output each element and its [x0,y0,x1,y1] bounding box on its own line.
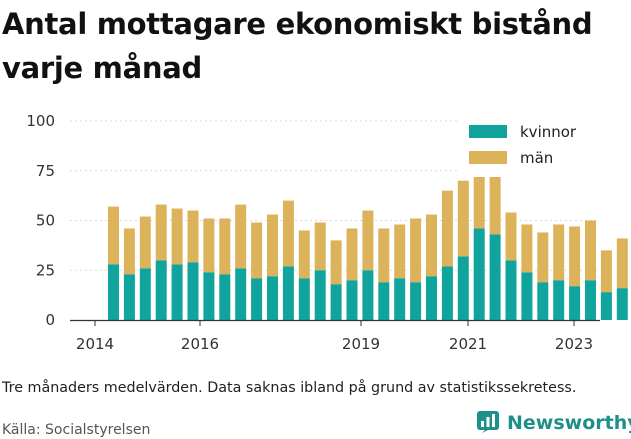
bar-man [505,212,517,261]
chart-title: Antal mottagare ekonomiskt bistånd varje… [2,7,593,85]
bar-man [251,222,263,279]
bar-man [123,228,135,275]
bar-kvinnor [426,276,437,320]
bar-man [282,200,294,267]
x-tick-label: 2019 [342,335,380,353]
legend-swatch [469,125,507,138]
legend-label: kvinnor [520,123,577,141]
bar-man [346,228,358,281]
bar-man [521,224,533,273]
bar-kvinnor [282,266,294,320]
y-tick-label: 25 [36,261,55,279]
bar-kvinnor [346,280,358,320]
x-axis: 2014 2016 2019 2021 2023 [70,319,600,353]
bar-man [378,228,390,283]
bar-man [394,224,406,279]
legend-swatch [469,151,507,164]
bar-kvinnor [489,234,501,320]
legend: kvinnor män [460,117,597,177]
bar-kvinnor [553,280,565,320]
bar-man [473,130,485,229]
bar-man [457,180,469,257]
bar-kvinnor [521,272,533,320]
bar-man [585,220,596,281]
bar-kvinnor [569,286,581,320]
bar-kvinnor [298,278,310,320]
bar-man [267,214,278,277]
y-axis: 0 25 50 75 100 [26,112,55,329]
bar-kvinnor [410,282,422,320]
bar-man [187,210,199,263]
y-tick-label: 100 [26,112,55,130]
bar-kvinnor [378,282,390,320]
bar-man [569,226,581,287]
bars [108,130,628,320]
bar-kvinnor [314,270,326,320]
bar-kvinnor [362,270,374,320]
x-tick-label: 2014 [76,335,114,353]
bar-kvinnor [187,262,199,320]
bar-kvinnor [251,278,263,320]
newsworthy-logo[interactable]: Newsworthy [476,408,631,438]
y-tick-label: 0 [45,311,55,329]
bar-kvinnor [441,266,453,320]
bar-kvinnor [203,272,215,320]
bar-kvinnor [123,274,135,320]
x-tick-label: 2023 [555,335,593,353]
bar-man [108,206,119,265]
y-tick-label: 50 [36,212,55,230]
bar-kvinnor [505,260,517,320]
bar-kvinnor [394,278,406,320]
bar-kvinnor [330,284,342,320]
bar-kvinnor [219,274,231,320]
bar-man [314,222,326,271]
bar-man [426,214,437,277]
legend-label: män [520,149,553,167]
stacked-bar-chart: 0 25 50 75 100 2014 2016 2019 2021 2023 kvinnor m… [26,112,628,353]
y-tick-label: 75 [36,162,55,180]
bar-man [362,210,374,271]
bar-man [235,204,247,269]
newsworthy-icon [477,411,499,433]
bar-man [139,216,151,269]
bar-kvinnor [537,282,549,320]
bar-man [553,224,565,281]
bar-kvinnor [267,276,278,320]
bar-man [155,204,167,261]
bar-man [489,136,501,235]
bar-kvinnor [600,292,612,320]
bar-kvinnor [235,268,247,320]
bar-man [410,218,422,283]
bar-man [537,232,549,283]
bar-kvinnor [473,228,485,320]
brand-name: Newsworthy [507,412,631,434]
bar-kvinnor [155,260,167,320]
source-text: Källa: Socialstyrelsen [2,422,151,438]
x-tick-label: 2016 [181,335,219,353]
x-tick-label: 2021 [449,335,487,353]
bar-kvinnor [139,268,151,320]
bar-kvinnor [457,256,469,320]
bar-man [441,190,453,267]
bar-man [203,218,215,273]
bar-man [616,238,628,289]
bar-man [219,218,231,275]
bar-kvinnor [108,264,119,320]
bar-kvinnor [171,264,183,320]
chart-note: Tre månaders medelvärden. Data saknas ib… [2,380,577,396]
bar-man [600,250,612,293]
bar-man [171,208,183,265]
bar-man [298,230,310,279]
bar-kvinnor [585,280,596,320]
bar-man [330,240,342,285]
bar-kvinnor [616,288,628,320]
